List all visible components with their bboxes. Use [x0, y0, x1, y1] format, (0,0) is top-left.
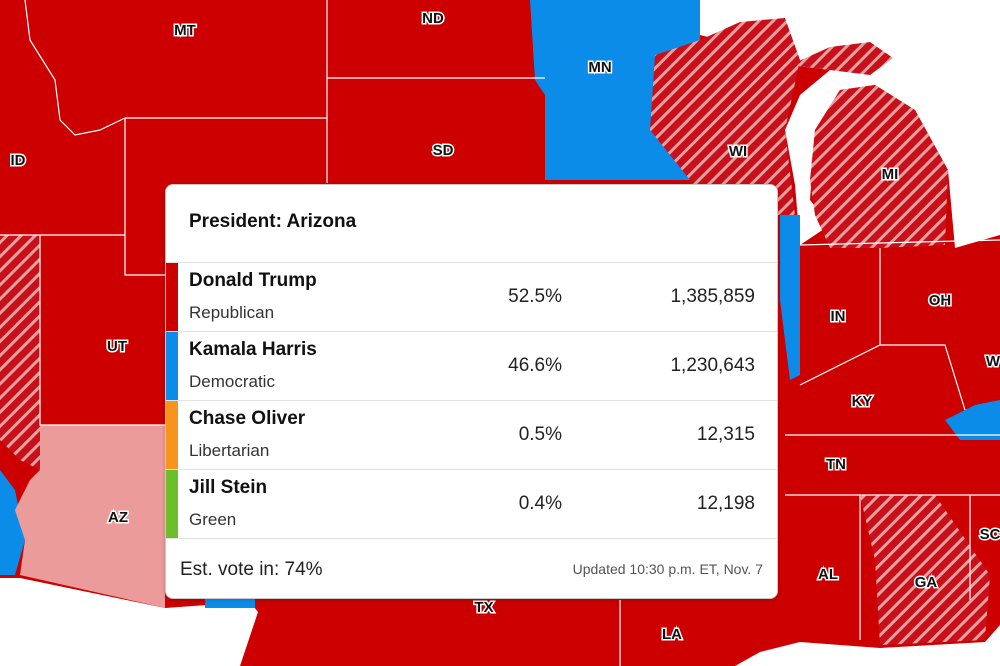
state-il[interactable]: [780, 215, 800, 380]
state-label: WI: [729, 143, 747, 160]
state-label: IN: [831, 308, 846, 325]
state-label: TX: [474, 599, 493, 616]
state-nm-strip: [205, 598, 255, 608]
lakes-canada: [700, 0, 1000, 248]
state-az[interactable]: [15, 425, 165, 608]
state-label: AZ: [108, 509, 128, 526]
candidate-party: Democratic: [189, 372, 275, 391]
vote-count: 12,315: [696, 424, 755, 445]
state-label: MI: [882, 166, 899, 183]
vote-percent: 0.4%: [518, 493, 562, 514]
gulf: [735, 625, 1000, 666]
state-label: W: [986, 353, 1000, 370]
state-label: GA: [915, 574, 938, 591]
candidate-name: Kamala Harris: [189, 339, 317, 360]
updated-time: Updated 10:30 p.m. ET, Nov. 7: [572, 561, 763, 577]
state-mi-upper[interactable]: [790, 42, 893, 75]
state-label: MT: [174, 22, 196, 39]
party-color-bar: [166, 401, 178, 469]
state-labels: MT ND MN ID SD WI MI UT IN OH KY AZ TN AL GA TX LA SC W: [9, 8, 1000, 644]
state-label: ND: [422, 10, 444, 27]
state-label: SC: [980, 526, 1000, 543]
state-label: AL: [818, 566, 838, 583]
state-label: UT: [107, 338, 127, 355]
state-label: LA: [662, 626, 682, 643]
candidate-name: Jill Stein: [189, 477, 268, 498]
candidate-row: Chase Oliver Libertarian 0.5% 12,315: [166, 401, 777, 470]
vote-percent: 0.5%: [518, 424, 562, 445]
state-ga[interactable]: [860, 495, 990, 645]
candidate-name: Chase Oliver: [189, 408, 306, 429]
state-nv[interactable]: [0, 235, 40, 470]
state-label: TN: [826, 456, 846, 473]
party-color-bar: [166, 263, 178, 331]
party-color-bar: [166, 332, 178, 400]
est-vote: Est. vote in: 74%: [180, 559, 323, 580]
candidate-row: Kamala Harris Democratic 46.6% 1,230,643: [166, 332, 777, 401]
candidate-party: Green: [189, 510, 237, 529]
mexico: [0, 578, 258, 666]
vote-count: 1,385,859: [670, 286, 755, 307]
tooltip-title: President: Arizona: [189, 211, 357, 232]
vote-count: 12,198: [696, 493, 755, 514]
state-label: OH: [929, 292, 952, 309]
state-ca[interactable]: [0, 470, 25, 575]
state-mi[interactable]: [810, 85, 948, 248]
state-label: KY: [852, 393, 873, 410]
candidate-rows: Donald Trump Republican 52.5% 1,385,859 Kama…: [166, 262, 777, 539]
candidate-party: Libertarian: [189, 441, 270, 460]
state-label: ID: [11, 152, 26, 169]
vote-percent: 52.5%: [508, 286, 562, 307]
vote-percent: 46.6%: [508, 355, 562, 376]
vote-count: 1,230,643: [670, 355, 755, 376]
candidate-party: Republican: [189, 303, 275, 322]
tooltip: President: Arizona Donald Trump Republica…: [165, 184, 778, 599]
state-label: SD: [433, 142, 454, 159]
candidate-row: Jill Stein Green 0.4% 12,198: [166, 470, 777, 539]
candidate-row: Donald Trump Republican 52.5% 1,385,859: [166, 263, 777, 332]
state-va[interactable]: [945, 400, 1000, 440]
state-wi[interactable]: [650, 18, 800, 215]
candidate-name: Donald Trump: [189, 270, 317, 291]
state-label: MN: [588, 59, 611, 76]
party-color-bar: [166, 470, 178, 538]
